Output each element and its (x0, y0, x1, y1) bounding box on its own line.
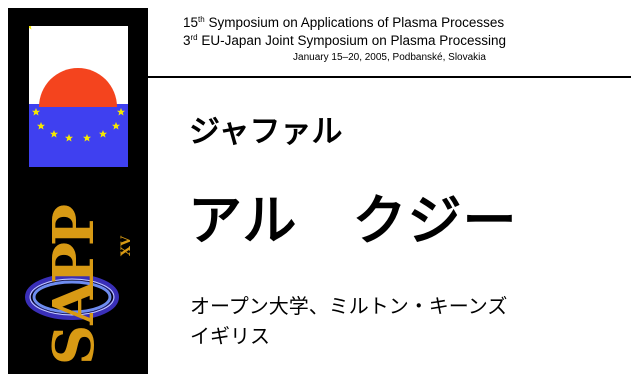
plasma-ring-icon (25, 274, 119, 320)
header-divider (148, 76, 631, 78)
eu-japan-flag-logo (29, 26, 128, 167)
sidebar-band: S A P P XV (8, 8, 148, 374)
affiliation-country: イギリス (190, 324, 270, 348)
flag-blue-field (29, 104, 128, 167)
header-line-1: 15th Symposium on Applications of Plasma… (183, 15, 505, 30)
affiliation-institution: オープン大学、ミルトン・キーンズ (190, 294, 508, 318)
logo-roman-numeral: XV (119, 235, 134, 257)
slide: S A P P XV 15th Symposium on Application… (8, 8, 631, 374)
sapp-logo-text: S A P P (41, 191, 107, 374)
logo-letter: P (41, 203, 107, 247)
speaker-first-name: ジャファル (189, 114, 343, 150)
star-arc-icon (29, 26, 125, 142)
header-date-location: January 15–20, 2005, Podbanské, Slovakia (293, 52, 486, 63)
conference-header: 15th Symposium on Applications of Plasma… (148, 8, 631, 76)
header-line-2: 3rd EU-Japan Joint Symposium on Plasma P… (183, 33, 507, 48)
speaker-last-name: アル クジー (188, 189, 518, 252)
